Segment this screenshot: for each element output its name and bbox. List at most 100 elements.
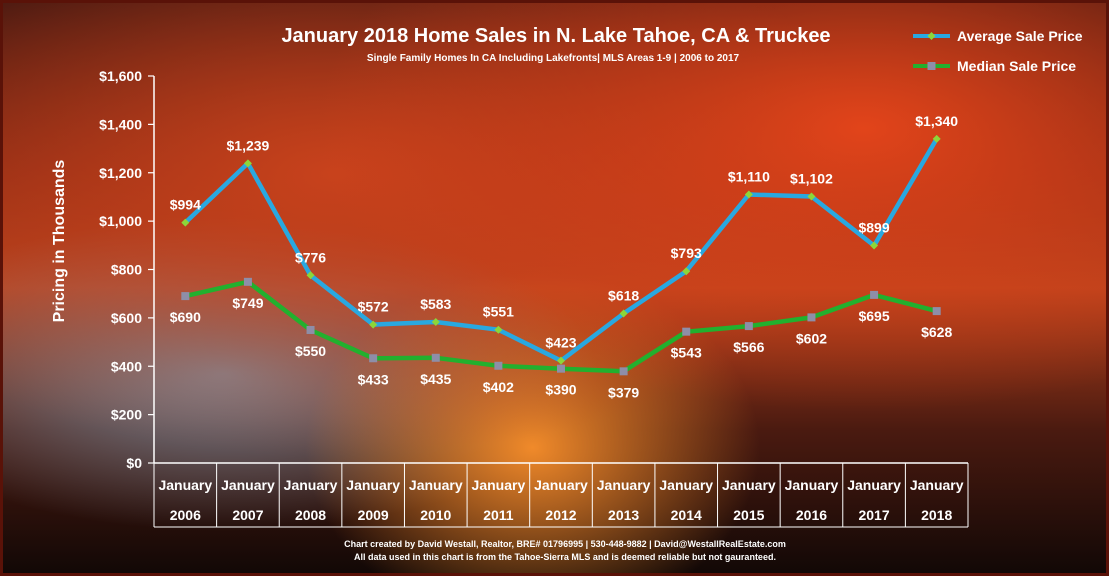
- median-price-point: [431, 353, 440, 362]
- median-price-data-label: $602: [796, 330, 827, 346]
- median-price-data-label: $390: [545, 382, 576, 398]
- axes: [153, 76, 968, 464]
- average-price-data-label: $1,340: [915, 113, 958, 129]
- median-price-point: [870, 290, 879, 299]
- average-price-data-label: $793: [671, 245, 702, 261]
- x-tick-label-month: January: [659, 477, 713, 493]
- median-price-data-label: $695: [858, 308, 889, 324]
- x-tick-label-year: 2011: [483, 507, 514, 523]
- x-tick-label-year: 2010: [420, 507, 451, 523]
- chart-subtitle: Single Family Homes In CA Including Lake…: [367, 53, 740, 64]
- median-price-data-label: $566: [733, 339, 764, 355]
- y-tick-label: $1,600: [99, 68, 142, 84]
- median-price-data-label: $749: [232, 295, 263, 311]
- x-tick-label-year: 2018: [921, 507, 952, 523]
- y-tick-label: $200: [111, 407, 142, 423]
- x-tick-label-month: January: [847, 477, 901, 493]
- x-tick-label-month: January: [910, 477, 964, 493]
- median-price-data-label: $628: [921, 324, 952, 340]
- x-tick-label-year: 2016: [796, 507, 827, 523]
- x-tick-label-month: January: [158, 477, 212, 493]
- average-price-point: [494, 325, 503, 334]
- average-price-point: [807, 192, 816, 201]
- x-tick-label-year: 2008: [295, 507, 326, 523]
- average-price-point: [557, 356, 565, 365]
- median-price-data-label: $543: [671, 345, 702, 361]
- x-tick-label-month: January: [785, 477, 839, 493]
- average-price-data-label: $572: [358, 299, 389, 315]
- average-price-data-label: $899: [858, 220, 889, 236]
- average-price-data-label: $776: [295, 249, 326, 265]
- legend-average-label: Average Sale Price: [957, 28, 1083, 44]
- x-tick-label-month: January: [722, 477, 776, 493]
- average-price-data-label: $1,239: [227, 137, 270, 153]
- x-tick-label-month: January: [221, 477, 275, 493]
- y-tick-label: $1,400: [99, 116, 142, 132]
- x-tick-label-month: January: [409, 477, 463, 493]
- average-price-point: [744, 190, 753, 199]
- average-price-data-label: $994: [170, 197, 201, 213]
- median-price-point: [369, 354, 378, 363]
- median-price-point: [494, 361, 503, 370]
- x-tick-label-year: 2013: [608, 507, 639, 523]
- average-price-data-label: $583: [420, 296, 451, 312]
- average-price-data-label: $423: [545, 335, 576, 351]
- average-price-data-label: $551: [483, 304, 514, 320]
- median-price-point: [619, 367, 628, 376]
- footer-line-2: All data used in this chart is from the …: [354, 552, 776, 562]
- y-tick-label: $400: [111, 358, 142, 374]
- x-tick-label-year: 2009: [358, 507, 389, 523]
- median-price-point: [932, 307, 941, 316]
- legend-median-label: Median Sale Price: [957, 58, 1076, 74]
- average-price-data-label: $618: [608, 288, 639, 304]
- x-tick-label-year: 2015: [733, 507, 764, 523]
- average-price-point: [619, 309, 628, 318]
- average-price-data-label: $1,102: [790, 170, 833, 186]
- average-price-data-label: $1,110: [728, 169, 770, 185]
- average-price-point: [306, 271, 315, 280]
- average-price-point: [932, 134, 941, 143]
- median-price-point: [744, 322, 753, 331]
- y-tick-label: $1,000: [99, 213, 142, 229]
- x-tick-label-month: January: [597, 477, 651, 493]
- median-price-data-label: $690: [170, 309, 201, 325]
- x-tick-label-year: 2006: [170, 507, 201, 523]
- median-price-data-label: $433: [358, 371, 389, 387]
- x-tick-label-year: 2017: [858, 507, 889, 523]
- median-price-data-label: $435: [420, 371, 451, 387]
- legend: Average Sale Price Median Sale Price: [913, 28, 1083, 74]
- median-price-point: [557, 364, 565, 373]
- x-tick-label-month: January: [284, 477, 338, 493]
- average-price-point: [870, 241, 879, 250]
- x-tick-label-year: 2012: [545, 507, 576, 523]
- median-price-point: [682, 327, 691, 336]
- average-price-point: [682, 267, 691, 276]
- legend-average-marker: [927, 32, 936, 40]
- median-price-point: [306, 325, 315, 334]
- x-axis-table: January 2006 January 2007 January 2008 January…: [153, 463, 969, 528]
- x-tick-label-year: 2007: [232, 507, 263, 523]
- y-ticks: $0 $200 $400 $600 $800 $1,000 $1,200 $1,400 $1,6…: [99, 68, 154, 471]
- y-tick-label: $800: [111, 262, 142, 278]
- average-price-point: [431, 317, 440, 326]
- y-axis-label: Pricing in Thousands: [51, 160, 68, 323]
- median-price-data-label: $379: [608, 384, 639, 400]
- y-tick-label: $600: [111, 310, 142, 326]
- x-tick-label-year: 2014: [671, 507, 702, 523]
- median-price-point: [807, 313, 816, 322]
- median-price-data-label: $550: [295, 343, 326, 359]
- average-price-point: [181, 218, 190, 227]
- x-tick-label-month: January: [472, 477, 526, 493]
- data-labels: $994 $1,239 $776 $572 $583 $551 $423 $618 $793 $1…: [170, 113, 959, 400]
- y-tick-label: $1,200: [99, 165, 142, 181]
- average-price-point: [243, 159, 252, 168]
- median-price-point: [181, 292, 190, 301]
- x-tick-label-month: January: [534, 477, 588, 493]
- x-tick-label-month: January: [346, 477, 400, 493]
- series-markers: [181, 134, 941, 376]
- footer-line-1: Chart created by David Westall, Realtor,…: [344, 539, 786, 549]
- y-tick-label: $0: [126, 455, 142, 471]
- chart-title: January 2018 Home Sales in N. Lake Tahoe…: [281, 25, 830, 47]
